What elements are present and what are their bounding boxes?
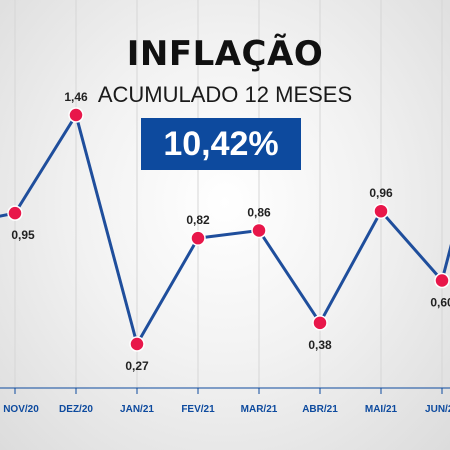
data-label: 0,38 [308,338,332,352]
x-tick-label: NOV/20 [3,404,39,415]
x-tick-label: JUN/21 [425,404,450,415]
chart-title: INFLAÇÃO [126,34,324,74]
data-label: 0,95 [11,228,35,242]
series-line [0,113,450,346]
data-point [7,205,23,221]
data-point [434,272,450,289]
data-point [68,107,84,123]
data-label: 1,46 [64,90,88,104]
data-label: 0,27 [125,359,149,373]
x-tick-label: FEV/21 [181,404,215,415]
x-tick-label: JAN/21 [120,404,154,415]
chart-subtitle: ACUMULADO 12 MESES [97,82,353,107]
x-tick-label: ABR/21 [302,404,338,415]
accumulated-value: 10,42% [163,124,279,163]
data-point [312,315,328,331]
x-tick-label: DEZ/20 [59,404,93,415]
x-tick-label: MAR/21 [241,404,278,415]
data-label: 0,86 [247,205,271,219]
data-label: 0,60 [430,295,450,309]
data-point [190,230,206,246]
x-tick-label: MAI/21 [365,404,398,415]
accumulated-value-badge: 10,42% [141,118,301,170]
data-point [373,203,389,219]
data-point [129,336,145,352]
data-label: 0,82 [186,213,210,227]
data-point [251,222,267,239]
data-label: 0,96 [369,186,393,200]
